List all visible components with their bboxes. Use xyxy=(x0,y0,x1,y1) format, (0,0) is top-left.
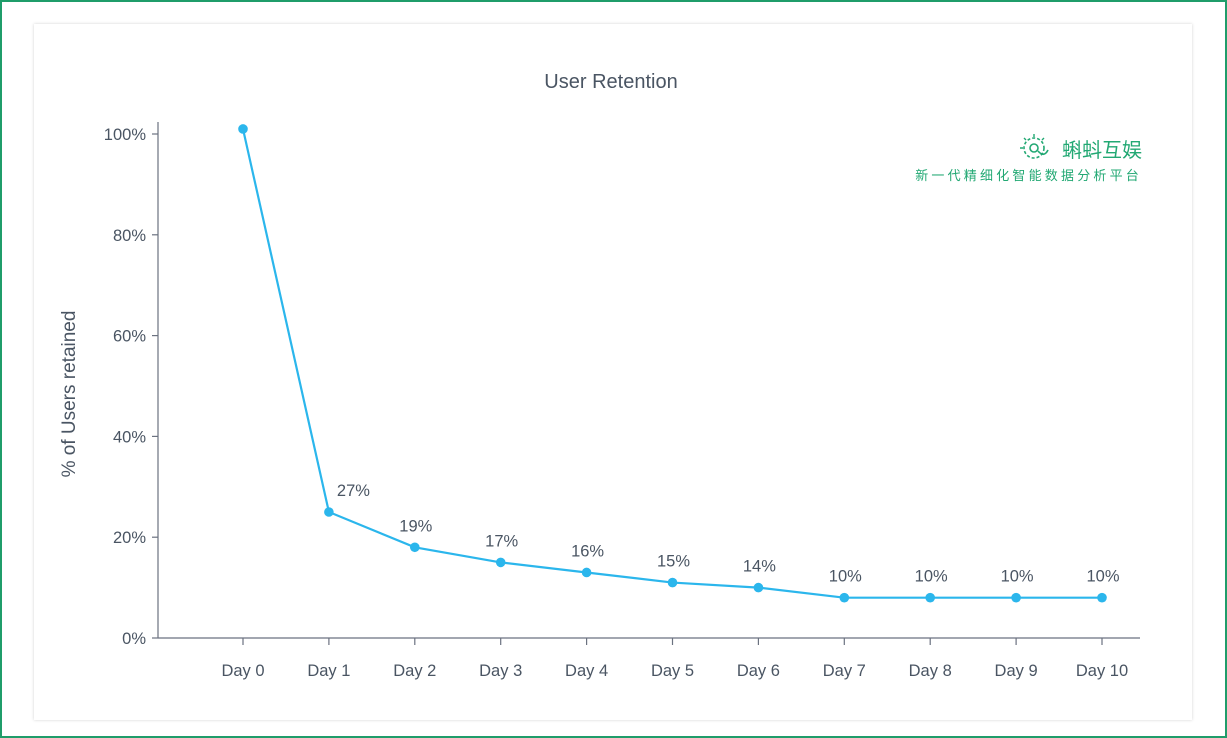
data-label: 27% xyxy=(337,482,370,500)
data-label: 10% xyxy=(1001,568,1034,586)
data-point[interactable] xyxy=(1097,592,1107,603)
chart-title: User Retention xyxy=(544,71,677,93)
x-tick-label: Day 6 xyxy=(737,662,780,680)
data-point[interactable] xyxy=(667,577,678,588)
data-label: 14% xyxy=(743,558,776,576)
x-tick-label: Day 8 xyxy=(909,662,952,680)
data-point[interactable] xyxy=(495,557,506,568)
watermark-brand-name: 蝌蚪互娱 xyxy=(1062,139,1142,162)
data-point[interactable] xyxy=(753,582,764,593)
data-label: 10% xyxy=(829,568,862,586)
y-tick-label: 0% xyxy=(122,630,146,648)
data-point[interactable] xyxy=(324,507,334,517)
series-line xyxy=(241,128,1102,599)
y-tick-label: 60% xyxy=(113,328,146,346)
data-label: 19% xyxy=(399,517,432,535)
x-tick-label: Day 4 xyxy=(565,662,608,680)
plot-area: 27% 19% 17% 16% 15% 14% 10% 10% 10% 10% xyxy=(238,124,1120,603)
x-tick-label: Day 2 xyxy=(393,662,436,680)
x-tick-label: Day 5 xyxy=(651,662,694,680)
y-tick-label: 40% xyxy=(113,428,146,446)
data-point[interactable] xyxy=(581,567,592,578)
logo-icon xyxy=(1020,134,1049,159)
x-tick-label: Day 0 xyxy=(221,662,264,680)
x-axis: Day 0 Day 1 Day 2 Day 3 Day 4 Day 5 Day 6 Day 7… xyxy=(158,637,1140,680)
chart-card: User Retention % of Users retained 0% 20%… xyxy=(34,24,1192,720)
x-tick-label: Day 3 xyxy=(479,662,522,680)
data-point[interactable] xyxy=(1011,592,1021,603)
watermark-tagline: 新一代精细化智能数据分析平台 xyxy=(915,168,1142,183)
y-axis-label: % of Users retained xyxy=(59,311,80,478)
x-tick-label: Day 7 xyxy=(823,662,866,680)
x-tick-label: Day 10 xyxy=(1076,662,1128,680)
x-tick-label: Day 9 xyxy=(995,662,1038,680)
y-tick-label: 80% xyxy=(113,227,146,245)
data-label: 17% xyxy=(485,532,518,550)
y-tick-label: 20% xyxy=(113,529,146,547)
retention-chart: User Retention % of Users retained 0% 20%… xyxy=(59,71,1142,680)
data-label: 10% xyxy=(915,568,948,586)
data-point[interactable] xyxy=(410,542,420,553)
x-tick-label: Day 1 xyxy=(307,662,350,680)
watermark-logo: 蝌蚪互娱 新一代精细化智能数据分析平台 xyxy=(915,134,1142,183)
data-label: 10% xyxy=(1086,568,1119,586)
data-point[interactable] xyxy=(238,124,248,134)
data-point[interactable] xyxy=(839,592,850,603)
y-axis: 0% 20% 40% 60% 80% 100% xyxy=(104,122,159,648)
data-point[interactable] xyxy=(925,592,935,603)
y-tick-label: 100% xyxy=(104,126,147,144)
data-label: 15% xyxy=(657,553,690,571)
data-label: 16% xyxy=(571,542,604,560)
